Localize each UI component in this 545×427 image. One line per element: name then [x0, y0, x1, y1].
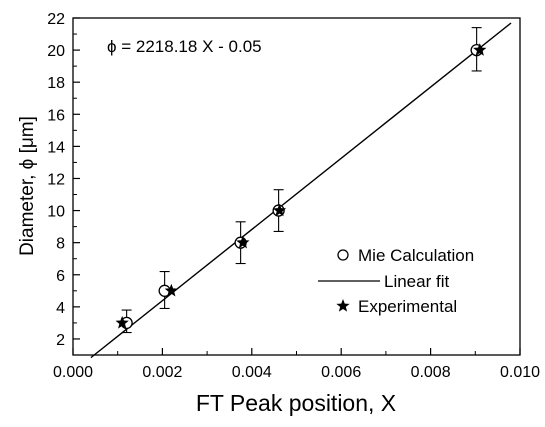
- legend-label-experimental: Experimental: [358, 297, 457, 316]
- y-tick-label: 18: [47, 75, 65, 92]
- x-tick-labels: 0.000 0.002 0.004 0.006 0.008 0.010: [53, 364, 540, 381]
- linear-fit-line: [90, 22, 512, 359]
- x-tick-label: 0.008: [411, 364, 451, 381]
- axis-ticks: [72, 17, 521, 355]
- y-tick-label: 2: [56, 332, 65, 349]
- x-tick-label: 0.006: [321, 364, 361, 381]
- data-points: [115, 43, 487, 330]
- x-tick-label: 0.010: [500, 364, 540, 381]
- legend-circle-marker: [337, 249, 349, 261]
- y-tick-label: 14: [47, 139, 65, 156]
- equation-annotation: ϕ = 2218.18 X - 0.05: [107, 37, 262, 56]
- y-tick-label: 6: [56, 268, 65, 285]
- y-tick-label: 16: [47, 107, 65, 124]
- y-tick-labels: 2 4 6 8 10 12 14 16 18 20 22: [47, 11, 65, 349]
- experimental-point: [115, 315, 129, 329]
- y-tick-label: 12: [47, 171, 65, 188]
- x-axis-label: FT Peak position, X: [196, 390, 396, 416]
- x-tick-label: 0.004: [232, 364, 272, 381]
- y-tick-label: 10: [47, 204, 65, 221]
- experimental-point: [272, 203, 287, 217]
- x-tick-label: 0.002: [142, 364, 182, 381]
- y-tick-label: 4: [56, 300, 65, 317]
- experimental-point: [164, 283, 178, 297]
- legend-star-marker: [336, 299, 350, 312]
- y-tick-label: 8: [56, 236, 65, 253]
- y-tick-label: 20: [47, 43, 65, 60]
- x-tick-label: 0.000: [53, 364, 93, 381]
- legend-label-linear-fit: Linear fit: [384, 272, 449, 291]
- y-axis-label: Diameter, ϕ [μm]: [17, 116, 38, 256]
- legend: Mie Calculation Linear fit Experimental: [318, 246, 474, 316]
- legend-label-mie: Mie Calculation: [358, 246, 474, 265]
- fit-layer: [90, 22, 512, 359]
- y-tick-label: 22: [47, 11, 65, 28]
- experimental-point: [236, 235, 250, 249]
- experimental-point: [473, 43, 487, 56]
